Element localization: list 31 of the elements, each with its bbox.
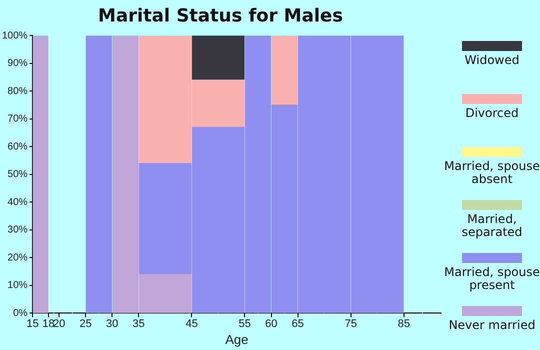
y-tick-label: 0% xyxy=(13,308,28,319)
legend-label: Widowed xyxy=(464,53,520,67)
legend-label: Married, separated xyxy=(460,212,524,239)
y-tick-label: 40% xyxy=(8,196,28,208)
x-tick-label: 25 xyxy=(79,318,92,330)
x-tick-label: 30 xyxy=(106,318,118,330)
legend-label: Never married xyxy=(448,318,536,332)
y-tick-label: 20% xyxy=(8,252,28,264)
chart-title: Marital Status for Males xyxy=(98,5,343,26)
x-tick-label: 35 xyxy=(132,318,145,330)
x-tick-label: 45 xyxy=(186,318,198,330)
x-tick-label: 18 xyxy=(42,318,55,330)
y-tick-label: 30% xyxy=(8,224,28,236)
y-tick-label: 60% xyxy=(8,141,28,152)
legend-label: Married, spouse absent xyxy=(444,159,540,186)
y-tick-label: 70% xyxy=(8,114,28,125)
y-tick-label: 90% xyxy=(8,58,28,70)
legend-label: Divorced xyxy=(464,106,520,120)
y-tick-label: 50% xyxy=(8,169,28,180)
x-tick-label: 55 xyxy=(238,318,251,330)
y-tick-label: 100% xyxy=(2,30,28,42)
legend-label: Married, spouse present xyxy=(444,265,540,292)
y-tick-label: 10% xyxy=(8,280,28,292)
x-axis-title: Age xyxy=(225,332,248,347)
x-tick-label: 75 xyxy=(344,318,357,330)
x-tick-label: 20 xyxy=(52,318,66,330)
y-tick-label: 80% xyxy=(8,86,28,97)
x-tick-label: 65 xyxy=(292,318,304,330)
x-tick-label: 60 xyxy=(265,318,278,330)
x-tick-label: 85 xyxy=(398,318,410,330)
x-tick-label: 15 xyxy=(26,318,39,330)
